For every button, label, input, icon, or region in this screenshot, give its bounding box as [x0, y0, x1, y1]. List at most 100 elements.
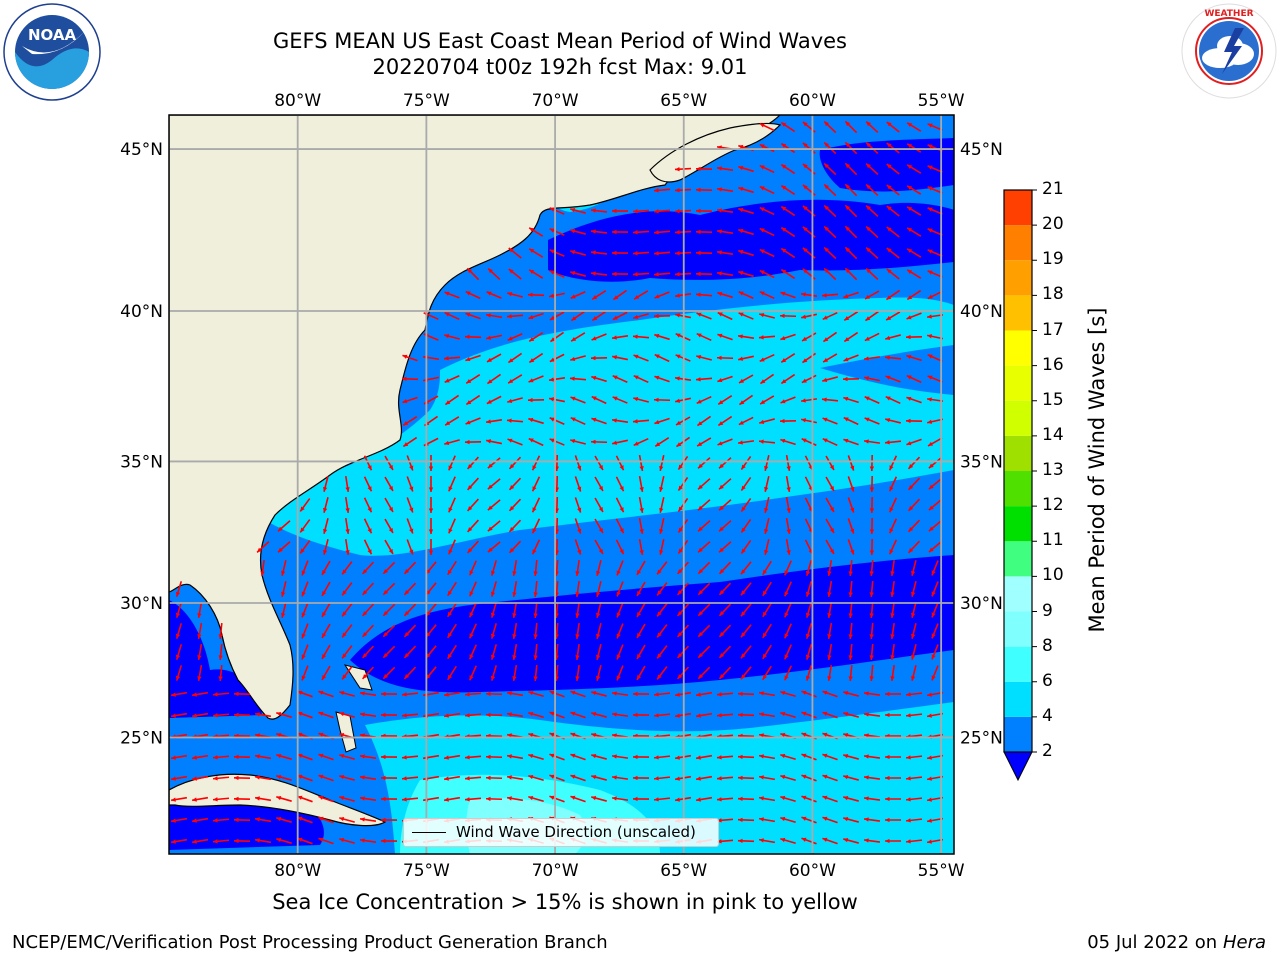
wave-direction-arrow	[864, 376, 880, 382]
wave-direction-arrow	[612, 439, 628, 445]
wave-direction-arrow	[403, 561, 417, 575]
map-axis-ticks: 80°W 80°W 75°W 75°W 70°W 70°W 65°W 65°W 60°W 60°W…	[120, 91, 1003, 881]
wave-direction-arrow	[659, 455, 665, 471]
wave-direction-arrow	[888, 476, 898, 492]
wave-direction-arrow	[843, 691, 859, 697]
wave-direction-arrow	[549, 249, 565, 257]
wave-direction-arrow	[801, 795, 817, 803]
wave-direction-arrow	[533, 664, 538, 682]
wave-direction-arrow	[905, 418, 923, 424]
wave-direction-arrow	[533, 643, 538, 661]
wave-direction-arrow	[762, 623, 772, 639]
wave-direction-arrow	[843, 754, 859, 760]
colorbar-label: 12	[1042, 495, 1064, 516]
wave-direction-arrow	[276, 711, 292, 718]
wave-direction-arrow	[801, 711, 817, 719]
wave-direction-arrow	[927, 228, 943, 236]
wave-direction-arrow	[717, 415, 733, 427]
wave-direction-arrow	[596, 665, 602, 681]
wave-direction-arrow	[359, 691, 377, 696]
wave-direction-arrow	[780, 711, 796, 719]
lat-tick-right: 35°N	[960, 452, 1003, 472]
wave-direction-arrow	[361, 603, 375, 617]
wave-direction-arrow	[465, 394, 481, 406]
wave-direction-arrow	[570, 271, 586, 277]
wave-direction-arrow	[759, 373, 775, 385]
wave-direction-arrow	[888, 518, 898, 534]
wave-direction-arrow	[361, 624, 375, 638]
wave-direction-arrow	[905, 839, 923, 844]
wave-direction-arrow	[804, 476, 814, 492]
noaa-logo-text: NOAA	[28, 26, 77, 44]
colorbar-segment	[1004, 681, 1032, 717]
wave-direction-arrow	[740, 497, 752, 513]
wave-direction-arrow	[843, 416, 859, 426]
wave-direction-arrow	[927, 249, 943, 257]
wave-direction-arrow	[612, 396, 628, 404]
wave-direction-arrow	[823, 183, 837, 197]
wave-direction-arrow	[653, 755, 671, 760]
wave-direction-arrow	[758, 775, 776, 781]
wave-direction-arrow	[823, 225, 837, 239]
wave-direction-arrow	[764, 518, 770, 534]
wave-direction-arrow	[191, 775, 209, 781]
wave-direction-arrow	[254, 817, 272, 823]
wave-direction-arrow	[574, 518, 582, 534]
wave-direction-arrow	[297, 837, 313, 845]
wave-direction-arrow	[697, 478, 711, 490]
wave-direction-arrow	[801, 753, 817, 761]
wave-direction-arrow	[321, 602, 331, 618]
wave-direction-arrow	[697, 666, 711, 680]
wave-direction-arrow	[780, 121, 796, 133]
wave-direction-arrow	[402, 396, 418, 404]
wave-direction-arrow	[321, 665, 331, 681]
wave-direction-arrow	[740, 455, 752, 471]
wave-direction-arrow	[447, 665, 457, 681]
wave-direction-arrow	[444, 439, 460, 446]
wave-direction-arrow	[384, 497, 394, 513]
wave-direction-arrow	[738, 207, 754, 215]
wave-direction-arrow	[738, 374, 754, 384]
lon-tick-top: 80°W	[274, 91, 321, 111]
wave-direction-arrow	[716, 208, 734, 213]
wave-direction-arrow	[339, 711, 355, 718]
wave-direction-arrow	[528, 711, 544, 718]
wave-direction-arrow	[512, 664, 518, 682]
wave-direction-arrow	[843, 796, 859, 802]
wave-direction-arrow	[443, 754, 461, 760]
wave-direction-arrow	[737, 754, 755, 760]
wave-direction-arrow	[890, 622, 895, 640]
wave-direction-arrow	[822, 331, 838, 343]
wave-direction-arrow	[740, 518, 752, 534]
wave-direction-arrow	[653, 713, 671, 718]
wave-direction-arrow	[487, 478, 501, 490]
wave-direction-arrow	[695, 377, 713, 382]
wave-direction-arrow	[170, 712, 188, 718]
wave-direction-arrow	[738, 249, 754, 257]
wave-direction-arrow	[575, 664, 580, 682]
wave-direction-arrow	[890, 643, 895, 661]
wave-direction-arrow	[528, 227, 544, 237]
wave-direction-arrow	[487, 541, 501, 553]
wave-direction-arrow	[847, 518, 855, 534]
wave-direction-arrow	[170, 754, 188, 760]
wave-direction-arrow	[911, 560, 917, 576]
wave-direction-arrow	[596, 602, 602, 618]
wave-direction-arrow	[212, 797, 230, 802]
wave-direction-arrow	[191, 712, 209, 718]
chart-title: GEFS MEAN US East Coast Mean Period of W…	[273, 29, 847, 53]
wave-direction-arrow	[656, 603, 668, 617]
wave-direction-arrow	[697, 520, 711, 532]
wave-direction-arrow	[656, 582, 668, 596]
lon-tick-top: 60°W	[789, 91, 836, 111]
wave-direction-arrow	[233, 754, 251, 760]
wave-direction-arrow	[656, 561, 668, 575]
generation-date: 05 Jul 2022 on Hera	[1087, 932, 1266, 953]
wave-direction-arrow	[533, 559, 538, 577]
wave-direction-arrow	[822, 837, 838, 845]
wave-direction-arrow	[759, 290, 775, 300]
wave-direction-arrow	[718, 541, 732, 553]
colorbar-segment	[1004, 400, 1032, 436]
wave-direction-arrow	[656, 645, 668, 659]
wave-direction-arrow	[738, 355, 754, 361]
